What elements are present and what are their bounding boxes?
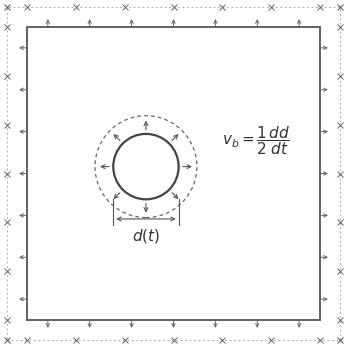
Text: $d(t)$: $d(t)$ (132, 227, 160, 245)
Bar (27, 27, 320, 320)
Text: $v_b = \dfrac{1}{2}\dfrac{dd}{dt}$: $v_b = \dfrac{1}{2}\dfrac{dd}{dt}$ (222, 125, 290, 157)
